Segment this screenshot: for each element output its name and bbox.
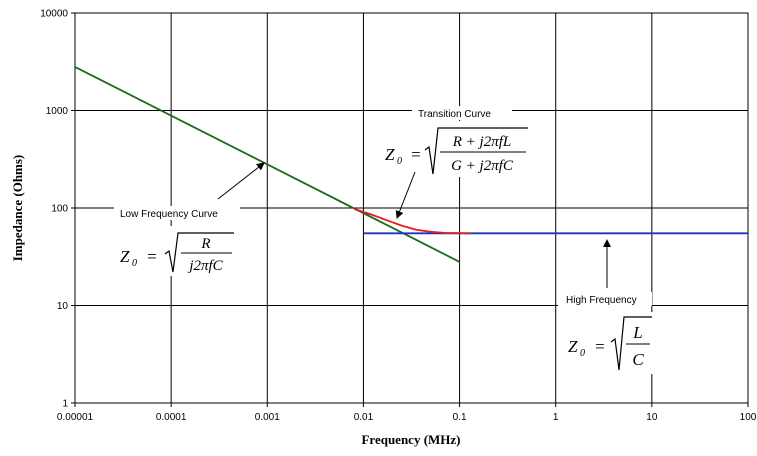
series-lines bbox=[74, 66, 748, 263]
y-axis-title: Impedance (Ohms) bbox=[10, 155, 25, 262]
transition-curve-line bbox=[353, 208, 471, 235]
sqrt-sign bbox=[164, 232, 234, 273]
equation-lhs: Z bbox=[385, 145, 395, 164]
arrow-low-frequency bbox=[217, 162, 265, 200]
equation-denominator: C bbox=[632, 350, 644, 369]
annotation-transition: Transition Curve Z 0 = R + j2πfL G + j2π… bbox=[378, 106, 534, 177]
x-tick-label: 10 bbox=[646, 412, 658, 423]
x-axis-title: Frequency (MHz) bbox=[361, 432, 460, 447]
label-background bbox=[114, 206, 240, 220]
x-tick-label: 0.01 bbox=[354, 412, 374, 423]
x-tick-label: 1 bbox=[553, 412, 559, 423]
x-tick-label: 0.001 bbox=[255, 412, 280, 423]
annotation-label: Transition Curve bbox=[418, 109, 491, 120]
equals-sign: = bbox=[594, 337, 605, 356]
x-tick-label: 0.1 bbox=[453, 412, 467, 423]
equation-background bbox=[115, 226, 242, 276]
equation-numerator: L bbox=[632, 323, 642, 342]
equation-denominator: j2πfC bbox=[187, 258, 223, 274]
equation-background bbox=[378, 121, 534, 177]
equation-numerator: R bbox=[200, 236, 210, 252]
label-background bbox=[412, 106, 512, 120]
equation-background bbox=[562, 312, 662, 374]
plot-area-frame bbox=[74, 12, 749, 404]
equals-sign: = bbox=[146, 247, 157, 266]
y-tick-label: 10000 bbox=[40, 9, 68, 20]
equation-subscript: 0 bbox=[397, 156, 402, 167]
y-tick-label: 10 bbox=[57, 301, 69, 312]
equation-numerator: R + j2πfL bbox=[452, 134, 511, 150]
annotation-label: Low Frequency Curve bbox=[120, 209, 218, 220]
x-tick-label: 100 bbox=[740, 412, 757, 423]
tick-labels: 0.00001 0.0001 0.001 0.01 0.1 1 10 100 1 10 100 100… bbox=[40, 9, 757, 424]
equation-lhs: Z bbox=[568, 337, 578, 356]
annotation-high-frequency: High Frequency Z 0 = L C bbox=[558, 292, 662, 374]
equation-subscript: 0 bbox=[132, 258, 137, 269]
equation-lhs: Z bbox=[120, 247, 130, 266]
equation-denominator: G + j2πfC bbox=[451, 158, 514, 174]
y-tick-label: 1 bbox=[62, 399, 68, 410]
y-tick-label: 100 bbox=[51, 204, 68, 215]
arrow-transition bbox=[395, 171, 416, 219]
y-tick-label: 1000 bbox=[46, 106, 69, 117]
annotation-label: High Frequency bbox=[566, 295, 637, 306]
low-frequency-line bbox=[74, 66, 461, 263]
x-tick-label: 0.00001 bbox=[57, 412, 94, 423]
annotation-low-frequency: Low Frequency Curve Z 0 = R j2πfC bbox=[114, 206, 242, 276]
label-background bbox=[558, 292, 652, 306]
x-tick-label: 0.0001 bbox=[156, 412, 187, 423]
sqrt-sign bbox=[424, 127, 528, 175]
equation-subscript: 0 bbox=[580, 348, 585, 359]
equals-sign: = bbox=[410, 145, 421, 164]
sqrt-sign bbox=[610, 316, 652, 371]
